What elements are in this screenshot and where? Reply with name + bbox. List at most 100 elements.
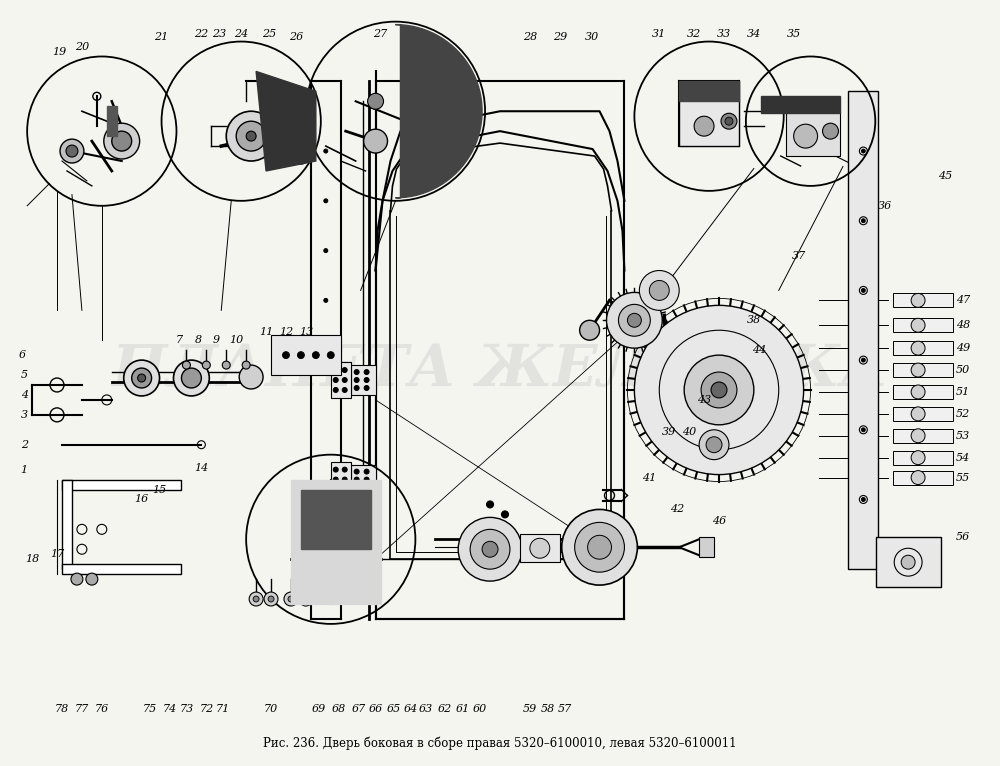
Circle shape xyxy=(303,596,309,602)
Ellipse shape xyxy=(321,581,351,597)
Circle shape xyxy=(333,467,338,472)
Bar xyxy=(351,465,376,495)
Text: 11: 11 xyxy=(259,327,273,337)
Text: 42: 42 xyxy=(670,505,684,515)
Circle shape xyxy=(324,249,328,253)
Circle shape xyxy=(458,517,522,581)
Bar xyxy=(893,341,953,355)
Circle shape xyxy=(911,429,925,443)
Circle shape xyxy=(222,361,230,369)
Text: 47: 47 xyxy=(956,296,970,306)
Circle shape xyxy=(239,365,263,389)
Text: 17: 17 xyxy=(50,549,64,559)
Circle shape xyxy=(530,538,550,558)
Circle shape xyxy=(482,542,498,557)
Bar xyxy=(893,450,953,465)
Circle shape xyxy=(66,145,78,157)
Circle shape xyxy=(333,378,338,382)
Circle shape xyxy=(264,592,278,606)
Bar xyxy=(62,480,72,569)
Text: 52: 52 xyxy=(956,409,970,419)
Polygon shape xyxy=(679,81,739,101)
Bar xyxy=(271,336,341,375)
Text: 40: 40 xyxy=(682,427,696,437)
Circle shape xyxy=(501,511,508,518)
Text: 1: 1 xyxy=(21,465,28,475)
Circle shape xyxy=(253,596,259,602)
Circle shape xyxy=(911,293,925,307)
Circle shape xyxy=(684,355,754,425)
Text: 59: 59 xyxy=(523,703,537,713)
Bar xyxy=(893,407,953,421)
Circle shape xyxy=(588,535,611,559)
Circle shape xyxy=(324,149,328,153)
Circle shape xyxy=(342,378,347,382)
Circle shape xyxy=(639,270,679,310)
Text: 63: 63 xyxy=(418,703,432,713)
Circle shape xyxy=(246,131,256,141)
Circle shape xyxy=(317,361,325,369)
Bar xyxy=(893,319,953,332)
Text: 56: 56 xyxy=(956,532,970,542)
Circle shape xyxy=(634,306,804,475)
Circle shape xyxy=(364,129,388,153)
Text: 55: 55 xyxy=(956,473,970,483)
Circle shape xyxy=(297,352,304,358)
Bar xyxy=(62,565,181,574)
Circle shape xyxy=(823,123,838,139)
Circle shape xyxy=(794,124,818,148)
Circle shape xyxy=(282,352,289,358)
Circle shape xyxy=(327,352,334,358)
Circle shape xyxy=(124,360,160,396)
Bar xyxy=(331,462,351,497)
Text: 72: 72 xyxy=(199,703,213,713)
Text: 32: 32 xyxy=(687,28,701,38)
Text: 10: 10 xyxy=(229,336,243,345)
Circle shape xyxy=(86,573,98,585)
Circle shape xyxy=(284,592,298,606)
Circle shape xyxy=(607,293,662,349)
Circle shape xyxy=(580,320,600,340)
Circle shape xyxy=(342,487,347,492)
Text: 45: 45 xyxy=(938,171,952,181)
Text: 7: 7 xyxy=(176,336,183,345)
Text: 8: 8 xyxy=(195,336,202,345)
Bar xyxy=(331,362,351,398)
Circle shape xyxy=(699,430,729,460)
Circle shape xyxy=(575,522,624,572)
Text: 29: 29 xyxy=(553,31,567,41)
Bar xyxy=(893,470,953,485)
Circle shape xyxy=(333,477,338,482)
Circle shape xyxy=(60,139,84,163)
Circle shape xyxy=(342,388,347,392)
Text: 13: 13 xyxy=(299,327,313,337)
Circle shape xyxy=(299,592,313,606)
Circle shape xyxy=(312,352,319,358)
Text: 44: 44 xyxy=(752,345,766,355)
Text: 27: 27 xyxy=(373,28,388,38)
Text: 60: 60 xyxy=(473,703,487,713)
Circle shape xyxy=(487,518,494,525)
Circle shape xyxy=(911,450,925,465)
Bar xyxy=(893,429,953,443)
Text: 73: 73 xyxy=(179,703,194,713)
Polygon shape xyxy=(395,25,482,198)
Circle shape xyxy=(911,319,925,332)
Text: 5: 5 xyxy=(21,370,28,380)
Circle shape xyxy=(324,199,328,203)
Text: 49: 49 xyxy=(956,343,970,353)
Circle shape xyxy=(342,467,347,472)
Circle shape xyxy=(104,123,140,159)
Circle shape xyxy=(470,529,510,569)
Text: 53: 53 xyxy=(956,430,970,440)
Text: 22: 22 xyxy=(194,28,208,38)
Text: Рис. 236. Дверь боковая в сборе правая 5320–6100010, левая 5320–6100011: Рис. 236. Дверь боковая в сборе правая 5… xyxy=(263,737,737,750)
Circle shape xyxy=(226,111,276,161)
Text: 37: 37 xyxy=(792,250,806,260)
Bar xyxy=(351,365,376,395)
Circle shape xyxy=(132,368,152,388)
Circle shape xyxy=(364,477,369,482)
Text: 33: 33 xyxy=(717,28,731,38)
Text: 66: 66 xyxy=(368,703,383,713)
Circle shape xyxy=(649,280,669,300)
